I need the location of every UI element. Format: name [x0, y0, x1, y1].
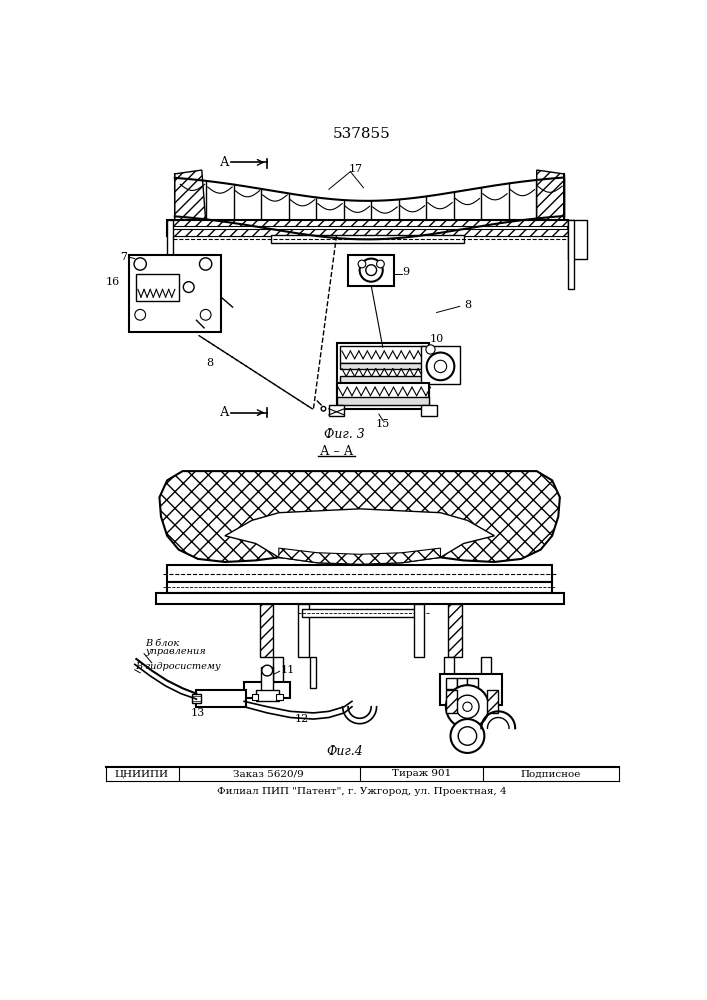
Bar: [310, 657, 316, 688]
Bar: [167, 229, 568, 235]
Text: управления: управления: [146, 647, 206, 656]
Text: 11: 11: [281, 665, 296, 675]
Bar: [448, 604, 462, 657]
Text: Подписное: Подписное: [520, 769, 580, 778]
Bar: [337, 343, 429, 409]
Circle shape: [200, 309, 211, 320]
Circle shape: [434, 360, 447, 373]
Circle shape: [135, 309, 146, 320]
Polygon shape: [225, 509, 494, 564]
Text: 16: 16: [105, 277, 119, 287]
Bar: [156, 593, 563, 604]
Circle shape: [134, 258, 146, 270]
Circle shape: [366, 265, 377, 276]
Bar: [446, 678, 457, 689]
Circle shape: [262, 665, 273, 676]
Text: 8: 8: [206, 358, 213, 368]
Bar: [298, 604, 309, 657]
Bar: [340, 376, 425, 383]
Bar: [167, 220, 568, 226]
Text: 10: 10: [430, 334, 444, 344]
Bar: [167, 582, 552, 593]
Bar: [252, 694, 258, 700]
Text: 13: 13: [191, 708, 205, 718]
Text: 15: 15: [375, 419, 390, 429]
Bar: [276, 694, 283, 700]
Text: 537855: 537855: [333, 127, 391, 141]
Bar: [340, 346, 425, 363]
Circle shape: [183, 282, 194, 292]
Circle shape: [360, 259, 382, 282]
Text: Заказ 5620/9: Заказ 5620/9: [233, 769, 304, 778]
Bar: [167, 220, 173, 289]
Bar: [414, 604, 424, 657]
Bar: [467, 678, 478, 689]
Bar: [421, 346, 460, 384]
Text: А: А: [220, 156, 230, 169]
Text: 9: 9: [402, 267, 409, 277]
Bar: [129, 255, 221, 332]
Text: 8: 8: [464, 300, 471, 310]
Polygon shape: [561, 174, 563, 220]
Bar: [440, 674, 502, 705]
Polygon shape: [537, 170, 563, 220]
Bar: [271, 235, 464, 243]
Circle shape: [426, 353, 455, 380]
Bar: [337, 397, 429, 405]
Bar: [302, 609, 417, 617]
Bar: [259, 604, 274, 657]
Circle shape: [199, 258, 212, 270]
Bar: [274, 657, 283, 688]
Bar: [446, 690, 457, 713]
Bar: [329, 405, 344, 416]
Circle shape: [456, 695, 479, 718]
Bar: [167, 220, 568, 235]
Bar: [568, 220, 573, 289]
Polygon shape: [175, 170, 206, 220]
Bar: [261, 667, 274, 698]
Polygon shape: [160, 471, 560, 562]
Text: Фиг.4: Фиг.4: [326, 745, 363, 758]
Bar: [197, 690, 247, 707]
Bar: [259, 604, 274, 657]
Circle shape: [450, 719, 484, 753]
Bar: [486, 690, 498, 713]
Text: 12: 12: [295, 714, 309, 724]
Bar: [568, 220, 587, 259]
Text: А – А: А – А: [320, 445, 354, 458]
Bar: [256, 690, 279, 701]
Bar: [448, 604, 462, 657]
Bar: [337, 383, 429, 403]
Bar: [340, 363, 425, 369]
Text: А: А: [220, 406, 230, 419]
Text: Фиг. 3: Фиг. 3: [324, 428, 365, 441]
Text: Филиал ПИП "Патент", г. Ужгород, ул. Проектная, 4: Филиал ПИП "Патент", г. Ужгород, ул. Про…: [217, 787, 507, 796]
Circle shape: [426, 345, 435, 354]
Bar: [348, 255, 395, 286]
Bar: [167, 565, 552, 582]
Text: ЦНИИПИ: ЦНИИПИ: [115, 769, 169, 778]
Text: 7: 7: [120, 252, 127, 262]
Text: Тираж 901: Тираж 901: [392, 769, 451, 778]
Bar: [244, 682, 291, 698]
Circle shape: [463, 702, 472, 711]
Bar: [421, 405, 437, 416]
Bar: [481, 657, 491, 688]
Circle shape: [458, 727, 477, 745]
Bar: [136, 274, 179, 301]
Bar: [192, 694, 201, 703]
Text: В блок: В блок: [146, 639, 180, 648]
Circle shape: [377, 260, 385, 268]
Circle shape: [321, 406, 326, 411]
Circle shape: [446, 685, 489, 728]
Polygon shape: [279, 548, 440, 564]
Polygon shape: [175, 174, 179, 220]
Bar: [444, 657, 454, 688]
Text: В гидросистему: В гидросистему: [135, 662, 221, 671]
Circle shape: [358, 260, 366, 268]
Text: 17: 17: [349, 164, 363, 174]
Bar: [457, 678, 467, 689]
